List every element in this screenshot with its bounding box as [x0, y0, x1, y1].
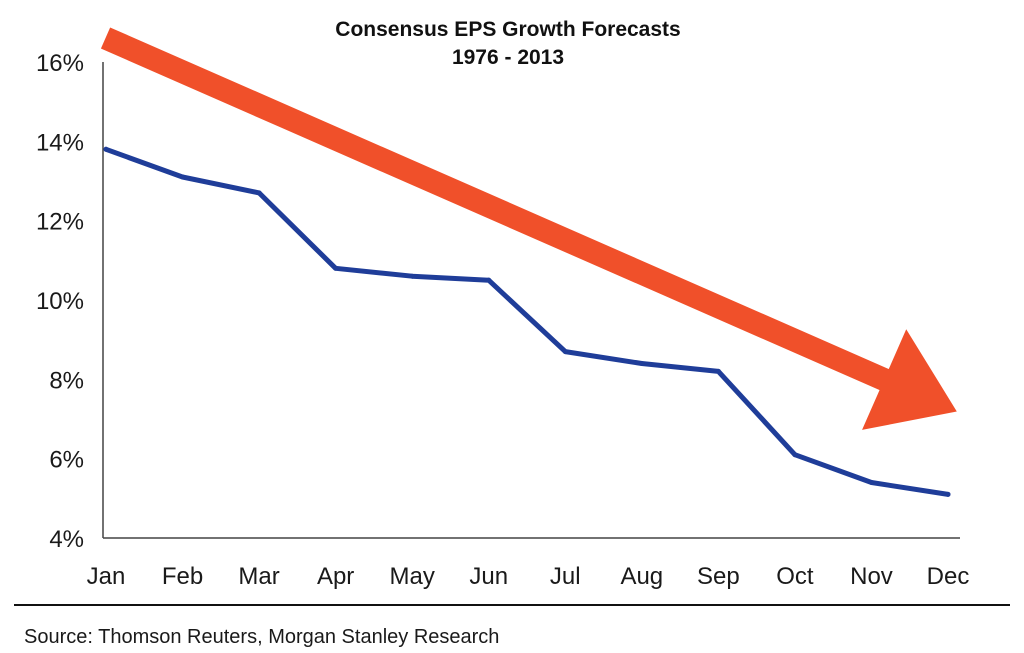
x-axis-ticks: Jan Feb Mar Apr May Jun Jul Aug Sep Oct Nov Dec: [87, 563, 970, 590]
data-point: [792, 452, 798, 458]
x-tick-label: Jun: [469, 563, 508, 590]
data-point: [639, 360, 645, 366]
annotation-layer: [100, 27, 957, 430]
data-point: [180, 174, 186, 180]
data-point: [562, 349, 568, 355]
series-layer: [103, 146, 951, 497]
x-tick-label: Nov: [850, 563, 893, 590]
trend-arrow: [100, 27, 957, 430]
data-point: [256, 190, 262, 196]
x-tick-label: Mar: [238, 563, 279, 590]
data-point: [945, 491, 951, 497]
y-tick-label: 10%: [36, 288, 84, 315]
x-tick-label: Apr: [317, 563, 354, 590]
x-tick-label: Feb: [162, 563, 203, 590]
y-tick-label: 16%: [36, 50, 84, 77]
x-tick-label: Jul: [550, 563, 581, 590]
y-tick-label: 6%: [49, 447, 84, 474]
series-line: [103, 146, 951, 497]
x-tick-label: Jan: [87, 563, 126, 590]
data-point: [868, 479, 874, 485]
data-point: [715, 368, 721, 374]
data-point: [103, 146, 109, 152]
y-tick-label: 12%: [36, 209, 84, 236]
data-point: [409, 273, 415, 279]
x-tick-label: Oct: [776, 563, 814, 590]
data-point: [333, 265, 339, 271]
source-note: Source: Thomson Reuters, Morgan Stanley …: [24, 626, 499, 648]
y-tick-label: 8%: [49, 367, 84, 394]
y-tick-label: 14%: [36, 129, 84, 156]
y-axis-ticks: 4% 6% 8% 10% 12% 14% 16%: [36, 50, 84, 553]
data-point: [486, 277, 492, 283]
x-tick-label: May: [390, 563, 435, 590]
chart-title: Consensus EPS Growth Forecasts: [335, 18, 680, 41]
x-tick-label: Sep: [697, 563, 740, 590]
x-tick-label: Dec: [927, 563, 970, 590]
y-tick-label: 4%: [49, 526, 84, 553]
x-tick-label: Aug: [620, 563, 663, 590]
chart-subtitle: 1976 - 2013: [452, 46, 564, 69]
